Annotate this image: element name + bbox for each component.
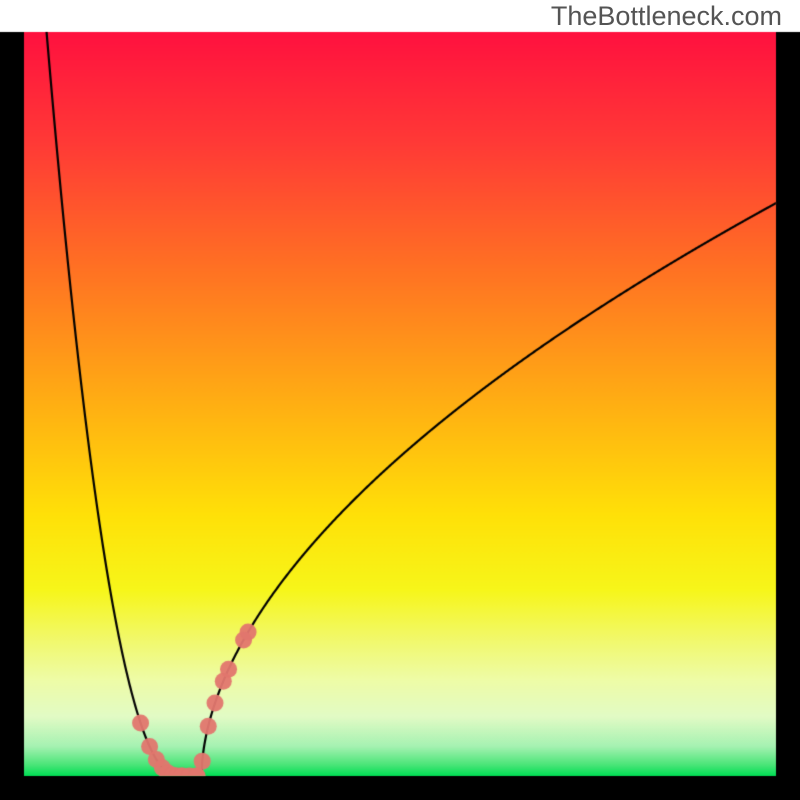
bottleneck-curve-plot: [0, 0, 800, 800]
chart-stage: TheBottleneck.com: [0, 0, 800, 800]
watermark-text: TheBottleneck.com: [551, 1, 782, 32]
